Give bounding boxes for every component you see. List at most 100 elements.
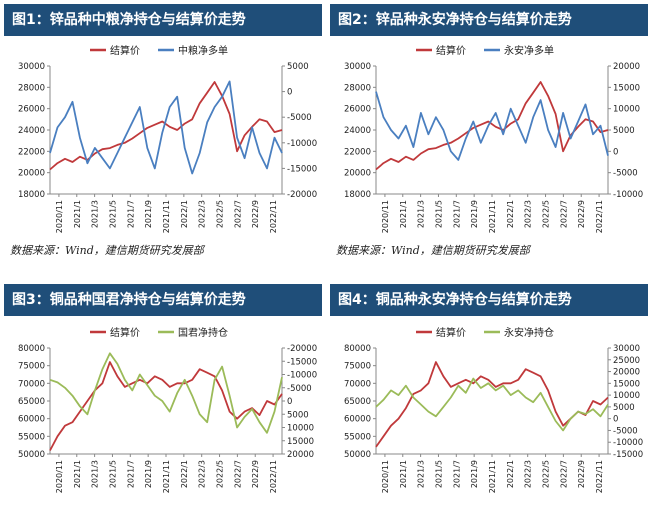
x-tick-label: 2020/11: [55, 460, 64, 493]
y-right-tick-label: 15000: [287, 437, 314, 447]
y-right-tick-label: -10000: [287, 139, 317, 149]
series-line-1: [49, 361, 283, 451]
y-right-tick-label: -10000: [613, 190, 643, 200]
y-left-tick-label: 26000: [344, 105, 371, 115]
x-tick-label: 2021/5: [434, 200, 443, 228]
y-left-tick-label: 50000: [18, 450, 45, 460]
y-right-tick-label: 20000: [287, 450, 314, 460]
x-tick-label: 2021/3: [91, 200, 100, 228]
y-left-tick-label: 80000: [18, 344, 45, 354]
chart-panel-2: 图2：锌品种永安净持仓与结算价走势 结算价 永安净多单 18000 20000 2200…: [330, 4, 648, 266]
y-right-tick-label: -5000: [287, 113, 312, 123]
y-left-tick-label: 22000: [18, 147, 45, 157]
legend-label-2: 中粮净多单: [178, 44, 228, 57]
y-left-tick-label: 20000: [344, 169, 371, 179]
legend-label-2: 永安净持仓: [504, 326, 554, 339]
chart-panel-1: 图1：锌品种中粮净持仓与结算价走势 结算价 中粮净多单 18000 20000 2200…: [4, 4, 322, 266]
x-tick-label: 2021/5: [108, 460, 117, 488]
x-tick-label: 2022/11: [595, 200, 604, 233]
y-left-tick-label: 55000: [344, 432, 371, 442]
y-right-tick-label: 0: [287, 88, 292, 98]
y-left-tick-label: 30000: [344, 62, 371, 72]
x-tick-label: 2021/9: [144, 460, 153, 488]
x-tick-label: 2022/9: [577, 460, 586, 488]
y-right-tick-label: 10000: [613, 105, 640, 115]
legend-label-1: 结算价: [436, 44, 466, 57]
x-tick-label: 2021/3: [417, 200, 426, 228]
y-right-tick-label: -5000: [287, 384, 312, 394]
y-right-tick-label: -20000: [287, 190, 317, 200]
x-tick-label: 2022/3: [524, 200, 533, 228]
x-tick-label: 2022/9: [251, 200, 260, 228]
x-tick-label: 2021/5: [108, 200, 117, 228]
series-line-2: [375, 91, 609, 161]
x-tick-label: 2020/11: [381, 460, 390, 493]
x-tick-label: 2022/7: [233, 460, 242, 488]
chart-panel-4: 图4：铜品种永安净持仓与结算价走势 结算价 永安净持仓 50000 55000 6000…: [330, 284, 648, 502]
x-tick-label: 2022/9: [577, 200, 586, 228]
chart-svg-3: 结算价 国君净持仓50000550006000065000700007500080…: [18, 326, 317, 493]
chart-title-3: 图3：铜品种国君净持仓与结算价走势: [4, 284, 322, 316]
x-tick-label: 2021/3: [417, 460, 426, 488]
y-right-tick-label: -5000: [613, 169, 638, 179]
x-tick-label: 2022/7: [559, 200, 568, 228]
y-left-tick-label: 60000: [18, 415, 45, 425]
y-left-tick-label: 26000: [18, 105, 45, 115]
x-tick-label: 2022/9: [251, 460, 260, 488]
x-tick-label: 2020/11: [55, 200, 64, 233]
chart-panel-3: 图3：铜品种国君净持仓与结算价走势 结算价 国君净持仓 50000 55000 6000…: [4, 284, 322, 502]
y-left-tick-label: 30000: [18, 62, 45, 72]
x-tick-label: 2022/11: [269, 200, 278, 233]
x-tick-label: 2021/1: [73, 460, 82, 488]
chart-svg-2: 结算价 永安净多单 18000 20000 22000 24000 26000 28000 30…: [344, 44, 643, 233]
y-left-tick-label: 18000: [344, 190, 371, 200]
y-left-tick-label: 80000: [344, 344, 371, 354]
x-tick-label: 2021/11: [162, 460, 171, 493]
chart-title-4: 图4：铜品种永安净持仓与结算价走势: [330, 284, 648, 316]
y-right-tick-label: 5000: [613, 403, 635, 413]
x-tick-label: 2021/9: [470, 460, 479, 488]
x-tick-label: 2022/11: [595, 460, 604, 493]
x-tick-label: 2022/5: [216, 200, 225, 228]
chart-title-2: 图2：锌品种永安净持仓与结算价走势: [330, 4, 648, 36]
x-tick-label: 2022/1: [506, 200, 515, 228]
y-left-tick-label: 75000: [344, 362, 371, 372]
x-tick-label: 2021/11: [488, 460, 497, 493]
x-tick-label: 2021/7: [126, 460, 135, 488]
x-tick-label: 2022/11: [269, 460, 278, 493]
y-left-tick-label: 70000: [18, 379, 45, 389]
y-left-tick-label: 20000: [18, 169, 45, 179]
x-tick-label: 2021/1: [399, 200, 408, 228]
x-tick-label: 2021/9: [144, 200, 153, 228]
y-left-tick-label: 65000: [344, 397, 371, 407]
y-left-tick-label: 55000: [18, 432, 45, 442]
y-right-tick-label: 30000: [613, 344, 640, 354]
y-right-tick-label: 5000: [287, 410, 309, 420]
y-right-tick-label: -5000: [613, 426, 638, 436]
y-right-tick-label: 20000: [613, 62, 640, 72]
x-tick-label: 2021/7: [452, 460, 461, 488]
y-right-tick-label: 25000: [613, 356, 640, 366]
y-right-tick-label: 10000: [613, 391, 640, 401]
y-right-tick-label: 0: [613, 415, 618, 425]
x-tick-label: 2022/5: [542, 200, 551, 228]
legend-label-1: 结算价: [110, 326, 140, 339]
x-tick-label: 2021/1: [399, 460, 408, 488]
legend-label-2: 永安净多单: [504, 44, 554, 57]
x-tick-label: 2021/5: [434, 460, 443, 488]
y-right-tick-label: -15000: [613, 450, 643, 460]
y-left-tick-label: 22000: [344, 147, 371, 157]
y-left-tick-label: 60000: [344, 415, 371, 425]
y-right-tick-label: 5000: [287, 62, 309, 72]
x-tick-label: 2022/3: [198, 200, 207, 228]
y-left-tick-label: 28000: [18, 83, 45, 93]
x-tick-label: 2021/3: [91, 460, 100, 488]
x-tick-label: 2022/7: [559, 460, 568, 488]
x-tick-label: 2022/1: [180, 200, 189, 228]
y-left-tick-label: 28000: [344, 83, 371, 93]
y-right-tick-label: -15000: [287, 164, 317, 174]
y-left-tick-label: 24000: [344, 126, 371, 136]
y-right-tick-label: 15000: [613, 379, 640, 389]
chart-svg-4: 结算价 永安净持仓50000550006000065000700007500080…: [344, 326, 643, 493]
y-right-tick-label: 5000: [613, 126, 635, 136]
